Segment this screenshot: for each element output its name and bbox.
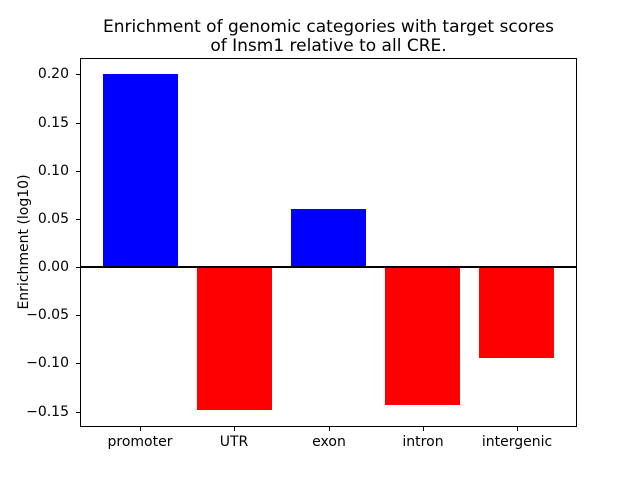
- x-tick-label-exon: exon: [312, 434, 346, 450]
- y-tick-0.00: [76, 267, 80, 268]
- x-tick-intron: [423, 427, 424, 431]
- y-tick-0.20: [76, 74, 80, 75]
- chart-title-line1: Enrichment of genomic categories with ta…: [102, 17, 555, 37]
- x-tick-label-intron: intron: [402, 434, 444, 450]
- y-tick-0.05: [76, 219, 80, 220]
- chart-title: Enrichment of genomic categories with ta…: [80, 18, 577, 56]
- x-tick-intergenic: [517, 427, 518, 431]
- y-tick-label-−0.05: −0.05: [26, 307, 69, 323]
- bar-intergenic: [479, 267, 554, 358]
- bar-exon: [291, 209, 366, 267]
- y-tick-label-0.00: 0.00: [37, 259, 69, 275]
- y-tick-label-−0.10: −0.10: [26, 355, 69, 371]
- y-tick-label-0.05: 0.05: [37, 211, 69, 227]
- x-tick-promoter: [140, 427, 141, 431]
- y-tick-label-0.20: 0.20: [37, 66, 69, 82]
- bar-intron: [385, 267, 460, 405]
- x-tick-label-intergenic: intergenic: [481, 434, 553, 450]
- y-tick-−0.10: [76, 363, 80, 364]
- y-tick-−0.05: [76, 315, 80, 316]
- y-axis-label: Enrichment (log10): [16, 174, 32, 310]
- x-tick-label-promoter: promoter: [107, 434, 173, 450]
- bar-promoter: [103, 74, 178, 267]
- x-tick-exon: [329, 427, 330, 431]
- x-tick-UTR: [234, 427, 235, 431]
- zero-line: [80, 266, 577, 268]
- y-tick-0.15: [76, 123, 80, 124]
- y-tick-−0.15: [76, 412, 80, 413]
- y-tick-label-0.10: 0.10: [37, 163, 69, 179]
- x-tick-label-UTR: UTR: [219, 434, 249, 450]
- bar-UTR: [197, 267, 272, 410]
- y-tick-0.10: [76, 171, 80, 172]
- y-tick-label-−0.15: −0.15: [26, 404, 69, 420]
- y-tick-label-0.15: 0.15: [37, 115, 69, 131]
- chart-title-line2: of Insm1 relative to all CRE.: [210, 36, 447, 56]
